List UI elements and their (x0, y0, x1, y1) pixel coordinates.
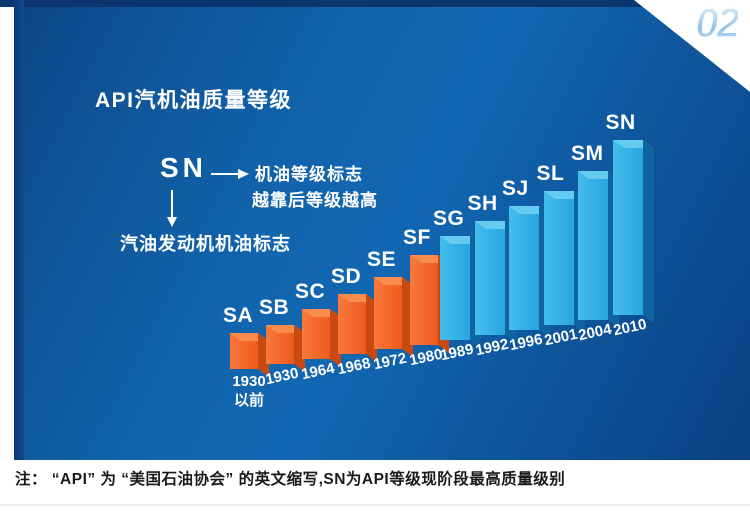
bar-grade-label-SM: SM (571, 142, 604, 165)
bar-grade-label-SD: SD (331, 265, 362, 289)
bar-grade-label-SH: SH (467, 191, 498, 215)
bar-SM (578, 171, 619, 329)
bar-grade-label-SA: SA (223, 304, 254, 327)
bar-front-face (612, 140, 643, 316)
bar-SE (374, 277, 413, 358)
bar-grade-label-SB: SB (259, 296, 290, 320)
panel-left-edge (14, 0, 24, 460)
grade-order-label: 越靠后等级越高 (252, 191, 378, 210)
bar-grade-label-SN: SN (605, 111, 636, 135)
bar-front-face (474, 220, 505, 335)
panel-top-edge (0, 0, 750, 7)
footnote: 注： “API” 为 “美国石油协会” 的英文缩写,SN为API等级现阶段最高质… (15, 471, 566, 488)
bar-SA (230, 333, 269, 378)
bar-front-face (578, 171, 608, 320)
bar-SF (410, 254, 449, 353)
bar-grade-label-SL: SL (536, 161, 565, 185)
bottom-divider (0, 504, 750, 506)
bar-year-label-SA: 1930 以前 (232, 373, 266, 409)
grade-example-text: SN (160, 152, 207, 183)
bar-grade-label-SE: SE (367, 248, 397, 272)
bar-side-face (642, 140, 654, 324)
grade-mark-label: 机油等级标志 (255, 165, 363, 184)
bar-front-face (338, 294, 366, 355)
bar-SC (302, 309, 341, 368)
bar-front-face (440, 235, 470, 340)
bar-SJ (509, 205, 550, 338)
bar-front-face (302, 309, 330, 360)
bar-front-face (410, 254, 438, 345)
bar-SN (612, 140, 654, 324)
bar-SL (543, 190, 585, 333)
bar-SH (474, 220, 516, 343)
bar-SB (266, 325, 305, 373)
bar-grade-label-SF: SF (403, 225, 431, 249)
bar-SG (440, 235, 481, 348)
bar-front-face (509, 205, 539, 330)
page-title: API汽机油质量等级 (95, 89, 293, 112)
bar-grade-label-SG: SG (433, 206, 465, 230)
bar-grade-label-SJ: SJ (502, 176, 529, 200)
bar-front-face (543, 190, 574, 325)
bar-front-face (374, 277, 402, 350)
gasoline-engine-oil-label: 汽油发动机机油标志 (120, 234, 291, 254)
bar-grade-label-SC: SC (295, 280, 326, 304)
bar-SD (338, 294, 377, 363)
page-number-badge: 02 (695, 0, 741, 46)
